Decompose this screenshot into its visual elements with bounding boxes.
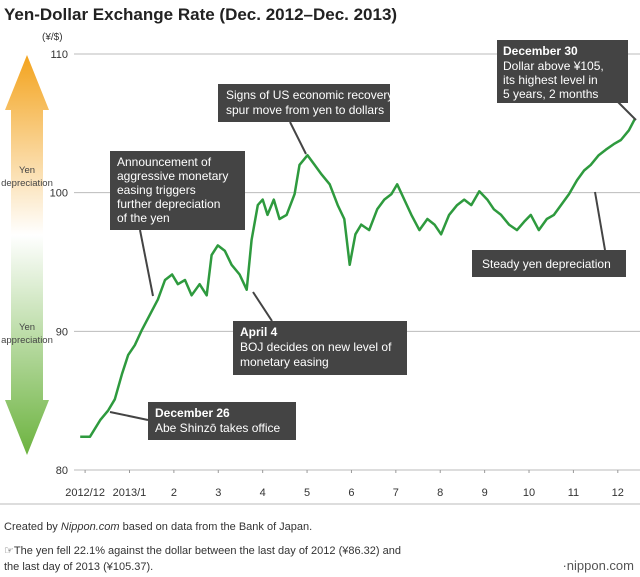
x-tick-label: 9	[482, 487, 488, 499]
annotation-box	[472, 250, 626, 277]
annotation-text: aggressive monetary	[117, 169, 228, 183]
line-series	[80, 118, 636, 438]
credit-suffix: based on data from the Bank of Japan.	[120, 521, 313, 533]
note: the last day of 2013 (¥105.37).	[4, 561, 153, 573]
pointer	[594, 191, 606, 251]
annotation-text: 5 years, 2 months	[503, 87, 598, 101]
pointer	[289, 121, 307, 155]
annotation-text: further depreciation	[117, 197, 220, 211]
x-tick-label: 8	[437, 487, 443, 499]
x-tick-label: 3	[215, 487, 221, 499]
direction-arrow	[5, 55, 49, 455]
side-label: Yen	[19, 322, 35, 333]
logo: ·nippon.com	[562, 558, 634, 573]
pointer	[252, 291, 273, 322]
annotations: December 30 Dollar above ¥105, its highe…	[109, 40, 637, 440]
annotation-text: monetary easing	[240, 355, 329, 369]
y-tick-label: 110	[50, 49, 68, 61]
annotation-heading: December 30	[503, 44, 578, 58]
y-unit: (¥/$)	[42, 32, 63, 43]
annotation-text: Steady yen depreciation	[482, 257, 611, 271]
annotation-text: Abe Shinzō takes office	[155, 421, 281, 435]
annotation-text: BOJ decides on new level of	[240, 340, 392, 354]
pointer	[615, 99, 637, 121]
annotation-heading: April 4	[240, 325, 278, 339]
annotation-text: easing triggers	[117, 183, 196, 197]
side-label: appreciation	[1, 335, 53, 346]
annotation-box	[218, 84, 390, 122]
annotation-text: Signs of US economic recovery	[226, 88, 393, 102]
x-tick-label: 2	[171, 487, 177, 499]
x-tick-label: 6	[348, 487, 354, 499]
annotation-text: spur move from yen to dollars	[226, 103, 384, 117]
x-tick-label: 4	[260, 487, 266, 499]
y-tick-label: 100	[50, 188, 68, 200]
x-tick-label: 2013/1	[113, 487, 147, 499]
x-tick-label: 2012/12	[65, 487, 105, 499]
x-tick-label: 12	[612, 487, 624, 499]
annotation-box	[233, 321, 407, 375]
pointer	[139, 229, 154, 297]
x-tick-label: 5	[304, 487, 310, 499]
x-tick-label: 11	[568, 487, 579, 499]
annotation-box	[497, 40, 628, 103]
side-label: Yen	[19, 165, 35, 176]
annotation-text: of the yen	[117, 211, 170, 225]
annotation-heading: December 26	[155, 406, 230, 420]
pointer	[109, 411, 149, 421]
x-tick-label: 10	[523, 487, 535, 499]
annotation-text: Dollar above ¥105,	[503, 59, 604, 73]
side-label: depreciation	[1, 178, 53, 189]
y-tick-label: 90	[56, 326, 68, 338]
chart-title: Yen-Dollar Exchange Rate (Dec. 2012–Dec.…	[4, 5, 397, 24]
credit-prefix: Created by	[4, 521, 61, 533]
credit: Created by Nippon.com based on data from…	[4, 521, 312, 533]
x-tick-label: 7	[393, 487, 399, 499]
annotation-box	[148, 402, 296, 440]
credit-name: Nippon.com	[61, 521, 120, 533]
y-tick-label: 80	[56, 465, 68, 477]
annotation-box	[110, 151, 245, 230]
annotation-text: its highest level in	[503, 73, 598, 87]
note: ☞The yen fell 22.1% against the dollar b…	[4, 545, 401, 557]
annotation-text: Announcement of	[117, 155, 212, 169]
